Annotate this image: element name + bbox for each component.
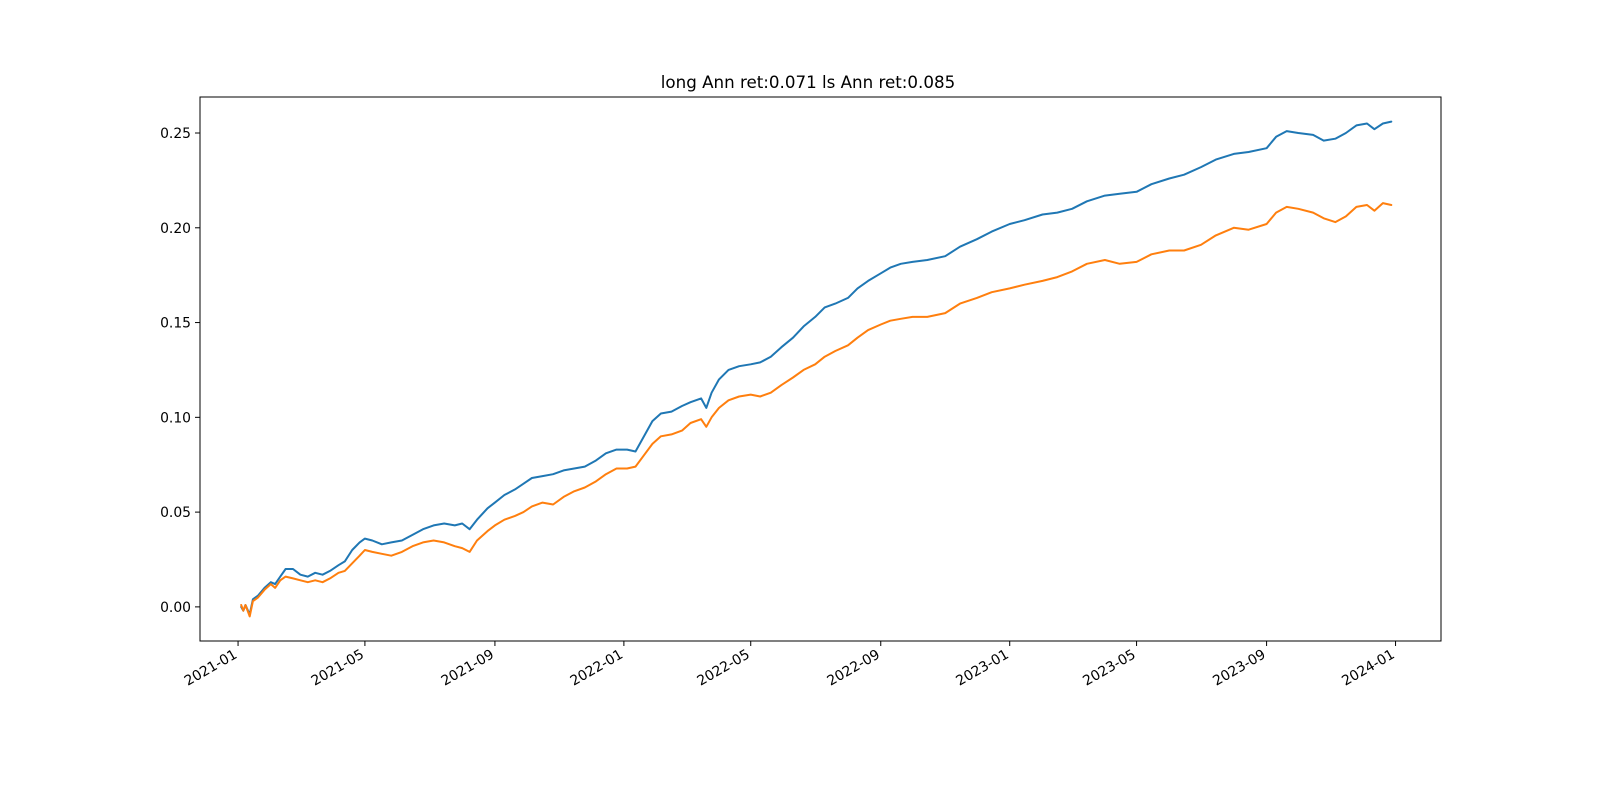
y-tick-label: 0.10 [160,410,191,426]
y-tick-label: 0.25 [160,126,191,142]
series-layer [240,120,1393,618]
y-tick-label: 0.05 [160,505,191,521]
y-tick-label: 0.20 [160,221,191,237]
series-line-1 [240,120,1393,616]
series-line-2 [240,202,1393,618]
y-tick-label: 0.15 [160,316,191,332]
chart-title: long Ann ret:0.071 ls Ann ret:0.085 [661,72,955,92]
y-axis: 0.00 0.05 0.10 0.15 0.20 0.25 [160,126,200,616]
plot-frame [199,96,1442,642]
y-tick-label: 0.00 [160,600,191,616]
